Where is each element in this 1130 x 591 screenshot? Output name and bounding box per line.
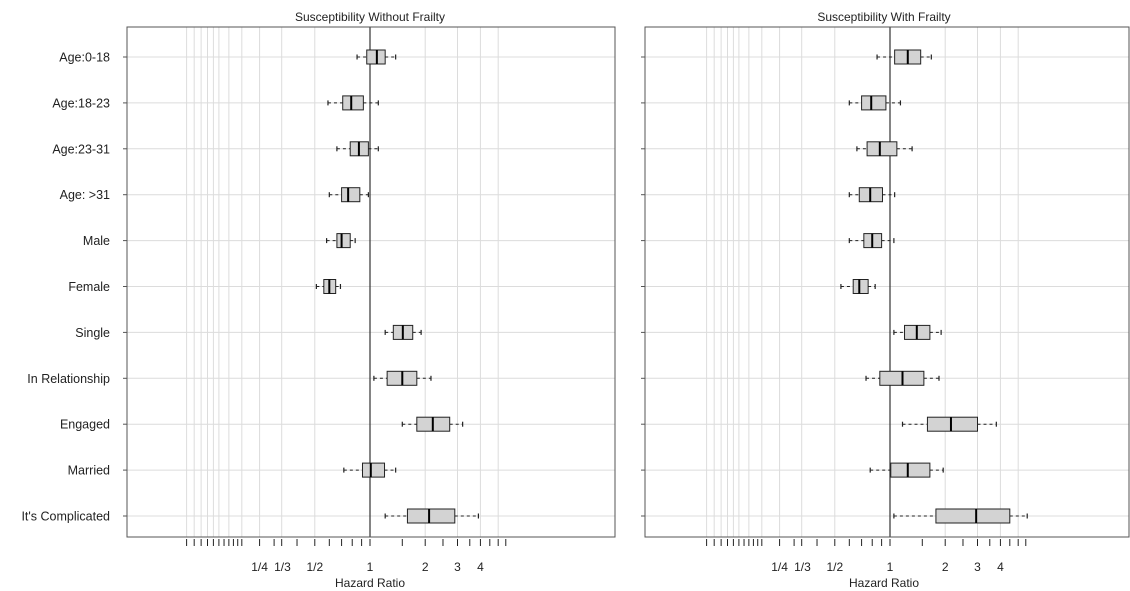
category-label: Male [83, 234, 110, 248]
box-iqr [361, 462, 386, 478]
category-label: Age:18-23 [52, 96, 110, 110]
box-with-frailty-9 [901, 416, 997, 432]
box-without-frailty-8 [373, 370, 432, 386]
category-label: Age:0-18 [59, 51, 110, 65]
box-with-frailty-10 [869, 462, 944, 478]
box-without-frailty-9 [401, 416, 464, 432]
box-iqr [342, 95, 364, 111]
box-with-frailty-1 [876, 49, 932, 65]
category-label: Married [68, 464, 110, 478]
panel-title-with-frailty: Susceptibility With Frailty [817, 10, 950, 24]
box-iqr [341, 187, 361, 203]
x-tick-label: 2 [942, 560, 949, 574]
category-label: Age: >31 [60, 188, 110, 202]
category-label: Single [75, 326, 110, 340]
plot-frame [644, 26, 1130, 538]
box-without-frailty-3 [336, 141, 379, 157]
box-with-frailty-5 [848, 233, 895, 249]
x-axis-label-right: Hazard Ratio [849, 576, 919, 590]
x-tick-label: 1/4 [251, 560, 268, 574]
box-without-frailty-4 [328, 187, 369, 203]
box-iqr [861, 95, 887, 111]
box-with-frailty-3 [856, 141, 913, 157]
box-with-frailty-4 [848, 187, 896, 203]
box-iqr [926, 416, 979, 432]
box-without-frailty-11 [384, 508, 480, 524]
box-with-frailty-7 [893, 324, 942, 340]
x-axis-label-left: Hazard Ratio [335, 576, 405, 590]
category-label: Age:23-31 [52, 142, 110, 156]
category-label: In Relationship [27, 372, 110, 386]
x-tick-label: 1/2 [826, 560, 843, 574]
x-tick-label: 4 [997, 560, 1004, 574]
x-tick-label: 1/3 [794, 560, 811, 574]
category-label: It's Complicated [21, 510, 110, 524]
x-tick-label: 1 [887, 560, 894, 574]
x-tick-label: 1/4 [771, 560, 788, 574]
box-with-frailty-11 [893, 508, 1028, 524]
box-iqr [852, 279, 869, 294]
x-tick-label: 1 [367, 560, 374, 574]
box-without-frailty-6 [315, 279, 342, 294]
x-tick-label: 3 [974, 560, 981, 574]
category-label: Female [68, 280, 110, 294]
box-without-frailty-10 [343, 462, 397, 478]
box-iqr [866, 141, 898, 157]
panel-without-frailty: Susceptibility Without Frailty Hazard Ra… [21, 10, 616, 590]
category-label: Engaged [60, 418, 110, 432]
plot-frame [126, 26, 616, 538]
box-iqr [406, 508, 456, 524]
box-without-frailty-2 [327, 95, 379, 111]
panel-title-without-frailty: Susceptibility Without Frailty [295, 10, 445, 24]
box-iqr [336, 233, 351, 249]
box-with-frailty-2 [848, 95, 902, 111]
x-tick-label: 1/2 [306, 560, 323, 574]
x-tick-label: 1/3 [274, 560, 291, 574]
x-tick-label: 3 [454, 560, 461, 574]
x-tick-label: 2 [422, 560, 429, 574]
box-iqr [935, 508, 1011, 524]
box-with-frailty-6 [840, 279, 876, 294]
box-iqr [890, 462, 931, 478]
box-with-frailty-8 [865, 370, 940, 386]
box-without-frailty-5 [326, 233, 356, 249]
box-without-frailty-7 [384, 324, 422, 340]
box-without-frailty-1 [356, 49, 397, 65]
x-tick-label: 4 [477, 560, 484, 574]
panel-with-frailty: Susceptibility With Frailty Hazard Ratio… [641, 10, 1130, 590]
